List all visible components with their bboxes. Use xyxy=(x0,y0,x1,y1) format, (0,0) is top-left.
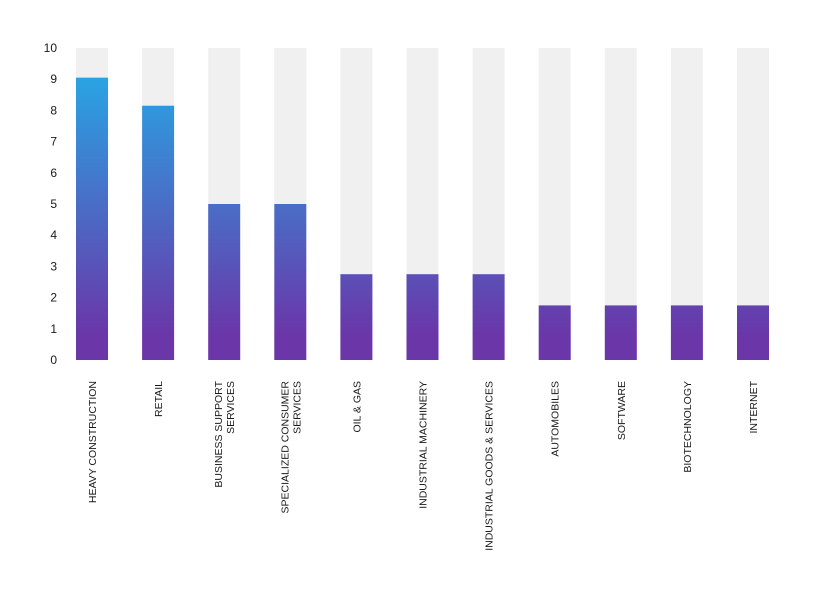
bar xyxy=(76,77,108,360)
x-tick-label: RETAIL xyxy=(153,381,165,417)
x-tick-label: BUSINESS SUPPORTSERVICES xyxy=(213,380,237,487)
bar xyxy=(538,305,571,360)
x-tick-label: BIOTECHNOLOGY xyxy=(682,381,694,473)
x-tick-label: INDUSTRIAL GOODS & SERVICES xyxy=(484,381,496,551)
y-tick-label: 10 xyxy=(44,41,58,55)
y-tick-label: 4 xyxy=(50,228,57,242)
y-tick-label: 6 xyxy=(50,166,57,180)
x-tick-label: INDUSTRIAL MACHINERY xyxy=(418,381,430,509)
bar xyxy=(142,105,175,360)
y-tick-label: 5 xyxy=(50,197,57,211)
x-tick-label: HEAVY CONSTRUCTION xyxy=(87,381,99,503)
x-axis-labels: HEAVY CONSTRUCTION RETAIL BUSINESS SUPPORT… xyxy=(87,380,760,550)
bar xyxy=(340,274,373,360)
x-tick-label: SPECIALIZED CONSUMERSERVICES xyxy=(279,381,303,514)
x-tick-label: AUTOMOBILES xyxy=(550,381,562,457)
y-tick-label: 3 xyxy=(50,259,57,273)
bar xyxy=(208,204,241,360)
x-tick-label: SOFTWARE xyxy=(616,381,628,440)
x-tick-label: OIL & GAS xyxy=(351,381,363,433)
x-tick-label: INTERNET xyxy=(748,380,760,433)
y-tick-label: 8 xyxy=(50,103,57,117)
bar xyxy=(604,305,637,360)
bar xyxy=(670,305,703,360)
y-tick-label: 7 xyxy=(50,135,57,149)
y-axis: 0 1 2 3 4 5 6 7 8 9 10 xyxy=(44,41,58,367)
bars xyxy=(76,48,769,360)
y-tick-label: 2 xyxy=(50,291,57,305)
bar xyxy=(737,305,769,360)
y-tick-label: 9 xyxy=(50,72,57,86)
bar xyxy=(274,204,307,360)
y-tick-label: 1 xyxy=(50,322,57,336)
y-tick-label: 0 xyxy=(50,353,57,367)
bar xyxy=(472,274,505,360)
bar xyxy=(406,274,439,360)
